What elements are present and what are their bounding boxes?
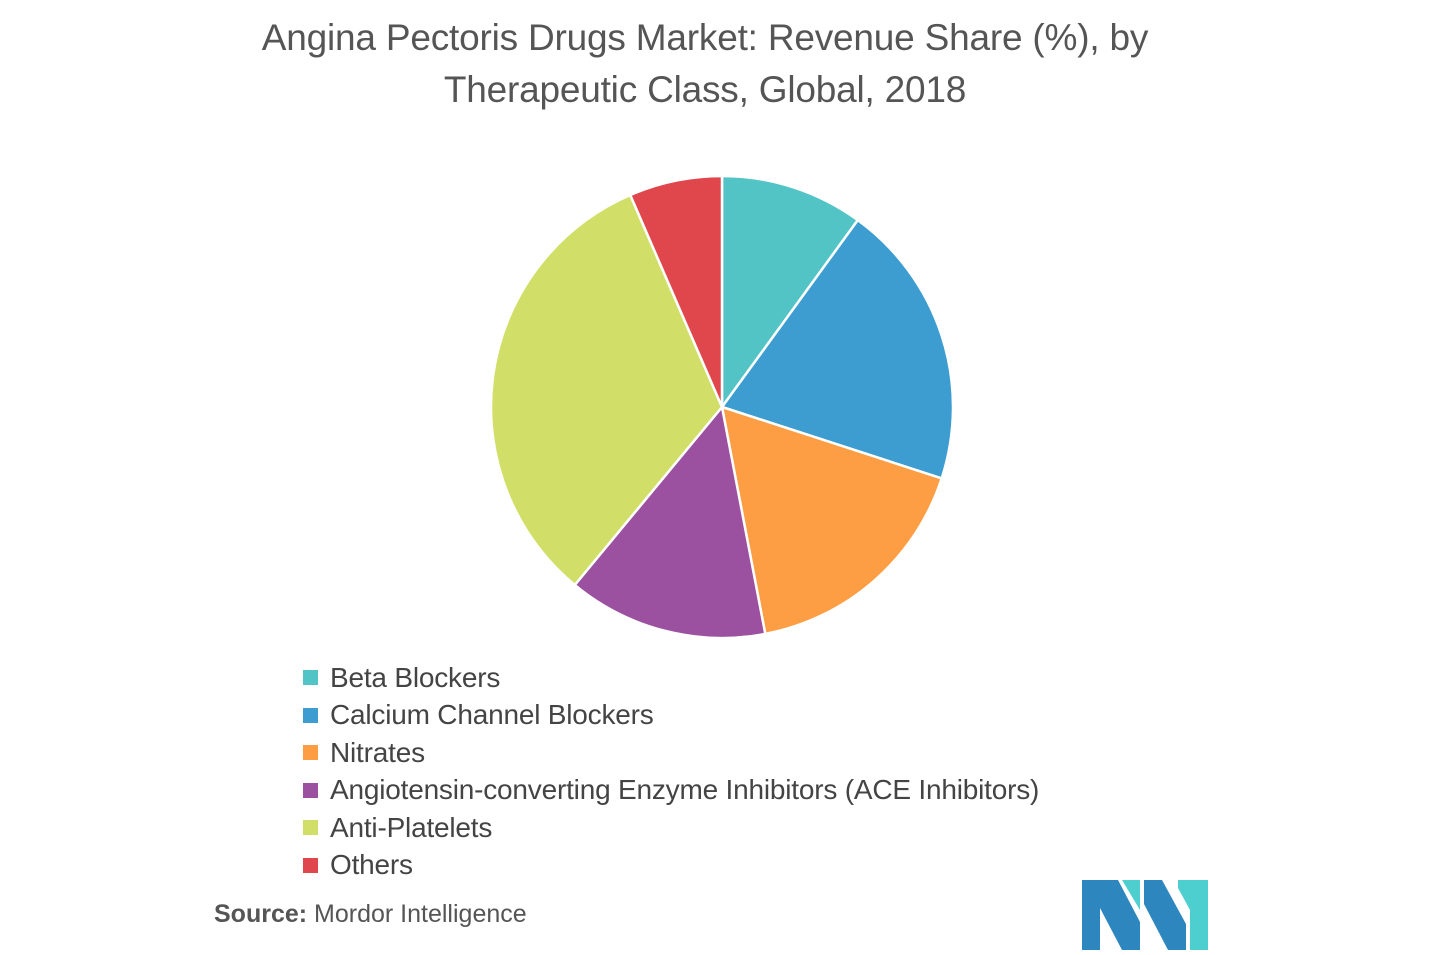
source-note: Source: Mordor Intelligence: [214, 900, 527, 929]
legend-item-others: Others: [303, 847, 1039, 885]
legend-swatch: [303, 745, 318, 761]
chart-title-line2: Therapeutic Class, Global, 2018: [443, 69, 967, 110]
legend-label: Angiotensin-converting Enzyme Inhibitors…: [330, 774, 1040, 806]
logo-shape-far-right: [1178, 880, 1208, 950]
legend-item-nitrates: Nitrates: [303, 734, 1039, 772]
logo-shape-left: [1082, 880, 1140, 950]
legend-label: Anti-Platelets: [330, 811, 493, 843]
legend-swatch: [303, 820, 318, 836]
legend-item-calcium-channel-blockers: Calcium Channel Blockers: [303, 697, 1039, 735]
legend-swatch: [303, 670, 318, 686]
legend-item-ace-inhibitors: Angiotensin-converting Enzyme Inhibitors…: [303, 772, 1039, 810]
source-label: Source:: [214, 900, 308, 928]
source-text: Mordor Intelligence: [307, 900, 527, 928]
legend: Beta Blockers Calcium Channel Blockers N…: [303, 659, 1039, 884]
legend-swatch: [303, 782, 318, 798]
mordor-intelligence-logo-icon: [1082, 880, 1208, 950]
pie-slice-beta-blockers: [720, 174, 860, 409]
pie-slice-others: [629, 174, 724, 409]
chart-title-line1: Angina Pectoris Drugs Market: Revenue Sh…: [261, 17, 1149, 58]
pie-chart: [489, 174, 955, 640]
legend-item-anti-platelets: Anti-Platelets: [303, 809, 1039, 847]
legend-swatch: [303, 857, 318, 873]
legend-label: Others: [330, 849, 413, 881]
legend-item-beta-blockers: Beta Blockers: [303, 659, 1039, 697]
logo-shape-right: [1144, 880, 1186, 950]
pie-slice-anti-platelets: [489, 193, 724, 587]
legend-label: Beta Blockers: [330, 661, 501, 693]
chart-title: Angina Pectoris Drugs Market: Revenue Sh…: [0, 12, 1410, 116]
legend-swatch: [303, 707, 318, 723]
pie-slice-calcium-channel-blockers: [720, 218, 955, 480]
legend-label: Nitrates: [330, 736, 425, 768]
logo-shape-middle: [1122, 880, 1140, 910]
pie-slice-angiotensin-converting-enzyme-inhibitors-ace-inhibitors: [573, 405, 767, 640]
legend-label: Calcium Channel Blockers: [330, 699, 654, 731]
pie-slice-nitrates: [720, 405, 943, 636]
